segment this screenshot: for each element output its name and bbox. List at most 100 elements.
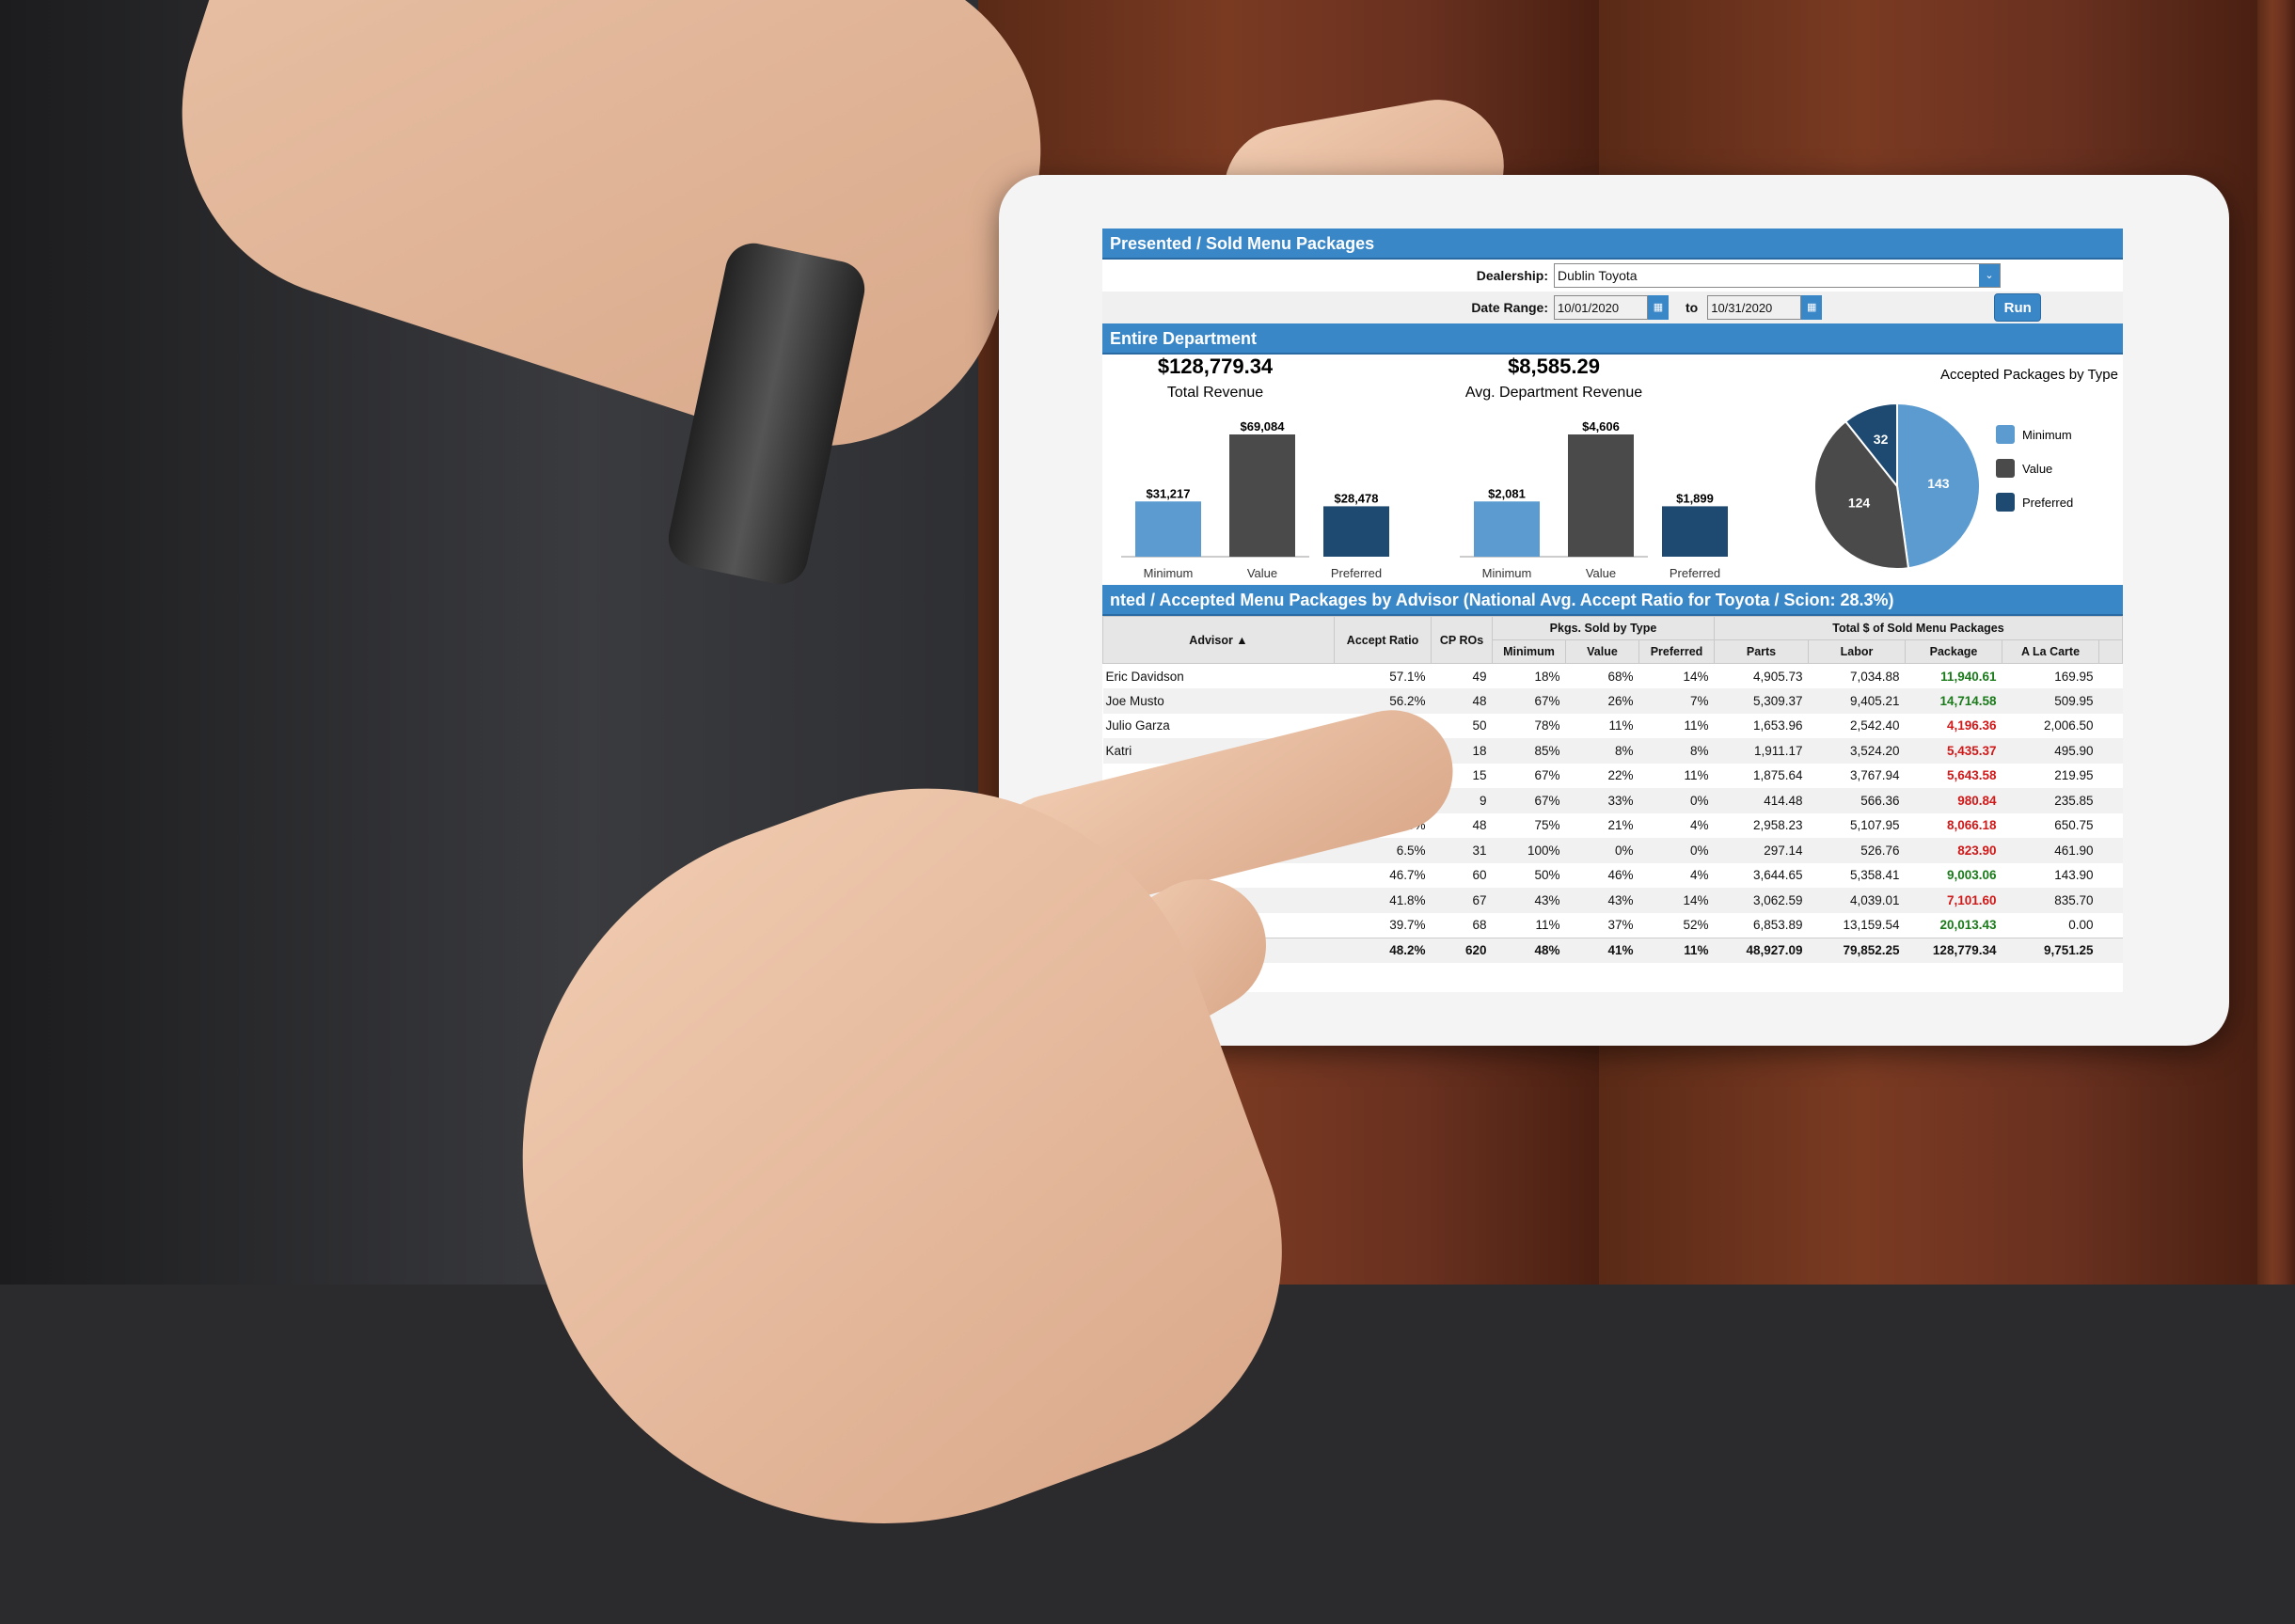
table-row[interactable]: 41.8% 67 43% 43% 14% 3,062.59 4,039.01 7,101.60… xyxy=(1102,888,2123,913)
cell-alacarte: 219.95 xyxy=(2054,768,2094,783)
cell-accept-ratio: 56.2% xyxy=(1334,688,1432,714)
bar-label: $2,081 xyxy=(1488,486,1526,500)
dealership-select[interactable]: Dublin Toyota ⌄ xyxy=(1554,263,2001,288)
cell-package: 8,066.18 xyxy=(1946,818,1997,833)
cell-advisor: Julio Garza xyxy=(1105,718,1170,733)
col-package[interactable]: Package xyxy=(1905,639,2002,664)
legend-swatch xyxy=(1996,425,2015,444)
cell-cp-ros: 48 xyxy=(1472,818,1487,833)
calendar-icon[interactable]: ▦ xyxy=(1801,295,1823,320)
table-row[interactable]: 15 67% 22% 11% 1,875.64 3,767.94 5,643.58 219.9… xyxy=(1103,764,2123,789)
col-preferred[interactable]: Preferred xyxy=(1638,639,1715,664)
bar-preferred xyxy=(1662,506,1728,557)
cell-preferred: 14% xyxy=(1683,669,1709,684)
cell-alacarte: 461.90 xyxy=(2002,838,2099,863)
cell-spacer xyxy=(2099,714,2123,739)
cell-package: 5,643.58 xyxy=(1946,768,1997,783)
cell-value: 26% xyxy=(1565,688,1639,714)
cell-spacer xyxy=(2099,913,2123,938)
cell-package: 20,013.43 xyxy=(1939,918,1997,932)
dashboard-screen: Presented / Sold Menu Packages Dealershi… xyxy=(1102,229,2123,992)
axis-tick-label: Minimum xyxy=(1482,566,1532,580)
cell-minimum: 50% xyxy=(1534,868,1560,883)
cell-labor: 5,358.41 xyxy=(1849,868,1900,883)
cell-spacer xyxy=(2098,937,2123,963)
cell-package: 4,196.36 xyxy=(1946,718,1997,733)
cell-minimum: 100% xyxy=(1492,838,1566,863)
col-minimum[interactable]: Minimum xyxy=(1492,639,1566,664)
col-spacer xyxy=(2098,639,2123,664)
cell-value: 33% xyxy=(1565,788,1639,813)
table-title: nted / Accepted Menu Packages by Advisor… xyxy=(1102,585,2123,616)
cell-parts: 2,958.23 xyxy=(1752,818,1803,833)
cell-spacer xyxy=(2098,688,2123,714)
cell-labor: 13,159.54 xyxy=(1843,918,1900,932)
dealership-label: Dealership: xyxy=(1476,268,1548,283)
dealership-value: Dublin Toyota xyxy=(1558,268,1638,283)
pie-slice-minimum xyxy=(1896,402,1981,570)
col-value[interactable]: Value xyxy=(1565,639,1639,664)
cell-minimum: 78% xyxy=(1534,718,1560,733)
bar-value xyxy=(1568,434,1634,557)
cell-preferred: 11% xyxy=(1638,937,1715,963)
cell-minimum: 67% xyxy=(1492,688,1566,714)
cell-spacer xyxy=(2098,788,2123,813)
cell-parts: 6,853.89 xyxy=(1752,918,1803,932)
run-button[interactable]: Run xyxy=(1994,293,2042,322)
pie-slice-label: 124 xyxy=(1848,495,1871,510)
bar-label: $28,478 xyxy=(1335,491,1379,505)
col-cp-ros[interactable]: CP ROs xyxy=(1431,616,1493,664)
cell-labor: 9,405.21 xyxy=(1808,688,1906,714)
cell-accept-ratio: 57.1% xyxy=(1389,669,1426,684)
col-alacarte[interactable]: A La Carte xyxy=(2002,639,2099,664)
table-row[interactable]: Scott46.7%6050%46%4%3,644.655,358.419,00… xyxy=(1103,863,2123,889)
col-labor[interactable]: Labor xyxy=(1808,639,1906,664)
legend-swatch xyxy=(1996,459,2015,478)
bar-label: $69,084 xyxy=(1241,419,1286,434)
cell-package: 9,003.06 xyxy=(1946,868,1997,883)
cell-value: 46% xyxy=(1607,868,1634,883)
cell-advisor: Joe Musto xyxy=(1102,688,1335,714)
date-range-row: Date Range: 10/01/2020 ▦ to 10/31/2020 ▦… xyxy=(1102,292,2123,323)
cell-preferred: 52% xyxy=(1683,918,1709,932)
date-to-input[interactable]: 10/31/2020 xyxy=(1707,295,1802,320)
cell-spacer xyxy=(2099,813,2123,839)
cell-alacarte: 509.95 xyxy=(2002,688,2099,714)
axis-tick-label: Value xyxy=(1586,566,1616,580)
cell-package: 823.90 xyxy=(1905,838,2002,863)
date-from-input[interactable]: 10/01/2020 xyxy=(1554,295,1648,320)
pie-slice-preferred xyxy=(1844,402,1898,489)
chart-title: $8,585.29 xyxy=(1508,355,1600,378)
legend-label: Preferred xyxy=(2022,496,2073,510)
cell-labor: 4,039.01 xyxy=(1808,888,1906,913)
cell-package: 14,714.58 xyxy=(1905,688,2002,714)
col-advisor[interactable]: Advisor ▲ xyxy=(1102,616,1335,664)
table-row[interactable]: Joe Musto 56.2% 48 67% 26% 7% 5,309.37 9,405.21… xyxy=(1102,688,2123,714)
col-accept-ratio[interactable]: Accept Ratio xyxy=(1334,616,1432,664)
table-row[interactable]: Eric Davidson 57.1% 49 18% 68% 14% 4,905.73 7,0… xyxy=(1103,664,2123,689)
cell-parts: 1,653.96 xyxy=(1752,718,1803,733)
col-group-total: Total $ of Sold Menu Packages xyxy=(1714,616,2123,640)
cell-alacarte: 9,751.25 xyxy=(2002,937,2099,963)
cell-labor: 79,852.25 xyxy=(1808,937,1906,963)
bar-preferred xyxy=(1323,506,1389,557)
cell-value: 22% xyxy=(1607,768,1634,783)
col-group-pkgs: Pkgs. Sold by Type xyxy=(1492,616,1715,640)
cell-accept-ratio: 41.8% xyxy=(1334,888,1432,913)
axis-tick-label: Preferred xyxy=(1331,566,1382,580)
col-parts[interactable]: Parts xyxy=(1714,639,1809,664)
chevron-down-icon[interactable]: ⌄ xyxy=(1979,264,2000,287)
bar-label: $1,899 xyxy=(1676,491,1714,505)
calendar-icon[interactable]: ▦ xyxy=(1648,295,1669,320)
cell-accept-ratio: 46.7% xyxy=(1389,868,1426,883)
table-row[interactable]: 39.7% 68 11% 37% 52% 6,853.89 13,159.54 20,013.… xyxy=(1103,913,2123,938)
dealership-row: Dealership: Dublin Toyota ⌄ xyxy=(1102,260,2123,292)
cell-spacer xyxy=(2098,888,2123,913)
chart-subtitle: Total Revenue xyxy=(1167,385,1263,401)
cell-value: 8% xyxy=(1565,738,1639,764)
table-row[interactable]: Julio Garza 50 78% 11% 11% 1,653.96 2,542.40 4,… xyxy=(1103,714,2123,739)
cell-cp-ros: 60 xyxy=(1472,868,1487,883)
cell-cp-ros: 620 xyxy=(1431,937,1493,963)
pie-slice-label: 32 xyxy=(1874,432,1889,447)
pie-title: Accepted Packages by Type xyxy=(1940,367,2118,383)
